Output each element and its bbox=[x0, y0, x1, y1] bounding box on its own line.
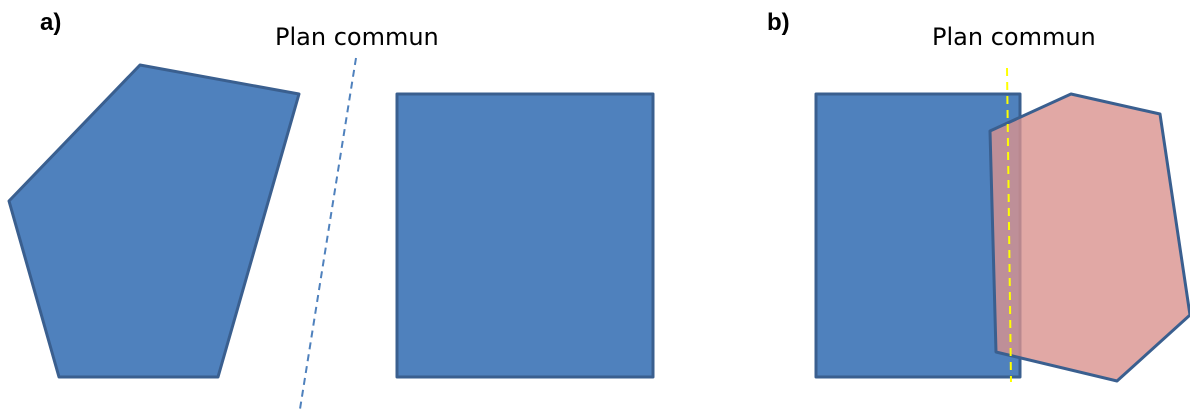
panel-a-label: a) bbox=[40, 9, 61, 36]
common-plane-label-a: Plan commun bbox=[275, 23, 439, 51]
panel-b-label: b) bbox=[767, 9, 790, 36]
square-shape-b bbox=[814, 92, 1022, 379]
square-shape-a bbox=[395, 92, 655, 379]
common-plane-label-b: Plan commun bbox=[932, 23, 1096, 51]
common-plane-line-b bbox=[1006, 67, 1012, 383]
pentagon-shape bbox=[7, 63, 301, 379]
panel-a: a) Plan commun bbox=[7, 9, 655, 409]
overlapping-polygon-shape bbox=[988, 92, 1190, 383]
common-plane-line-a bbox=[299, 57, 357, 409]
panel-b: b) Plan commun bbox=[767, 9, 1190, 383]
